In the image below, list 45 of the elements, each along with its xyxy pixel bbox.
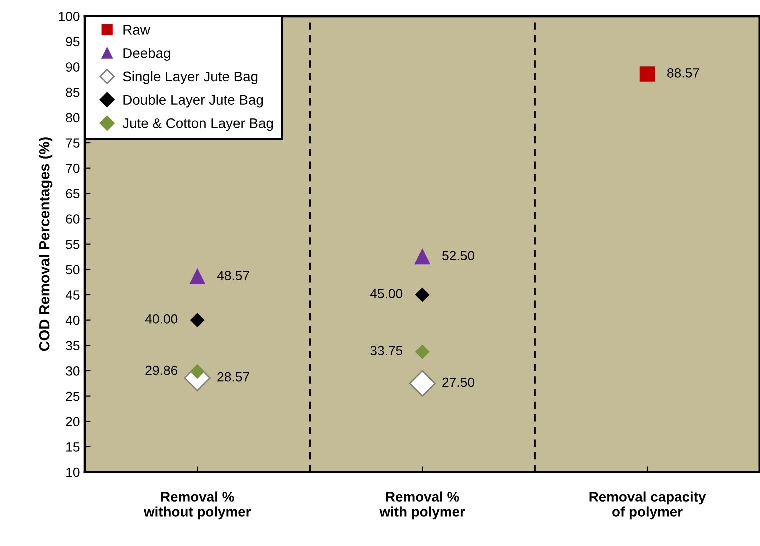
y-tick-label: 45 (66, 290, 80, 300)
x-tick-label: Removal % without polymer (144, 492, 252, 520)
y-tick-label: 95 (66, 37, 80, 47)
point (190, 313, 205, 328)
y-tick-label: 15 (66, 442, 80, 452)
point (190, 269, 206, 285)
y-tick-label: 75 (66, 138, 80, 148)
point (190, 364, 205, 379)
y-tick-label: 85 (66, 88, 80, 98)
point (409, 370, 436, 397)
y-tick-label: 60 (66, 214, 80, 224)
x-tick-label: Removal % with polymer (380, 492, 466, 520)
point (640, 66, 656, 82)
y-axis-title: COD Removal Percentages (%) (39, 138, 53, 352)
y-tick-label: 20 (66, 417, 80, 427)
data-label: 27.50 (442, 378, 475, 388)
data-label: 33.75 (370, 346, 403, 356)
y-tick-label: 100 (59, 12, 80, 22)
y-tick-label: 90 (66, 62, 80, 72)
data-label: 88.57 (668, 68, 700, 78)
legend-label: Single Layer Jute Bag (123, 71, 258, 84)
data-label: 52.50 (442, 251, 475, 261)
legend-label: Raw (124, 25, 150, 35)
y-tick-label: 40 (66, 316, 80, 326)
y-tick-label: 70 (66, 164, 80, 174)
point (416, 288, 430, 302)
y-tick-label: 10 (66, 468, 80, 478)
point (416, 345, 430, 359)
y-tick-label: 55 (66, 240, 80, 250)
x-tick-label: Removal capacity of polymer (590, 492, 706, 520)
data-label: 40.00 (145, 314, 178, 324)
data-label: 45.00 (370, 289, 403, 299)
data-label: 48.57 (217, 271, 250, 280)
legend-label: Double Layer Jute Bag (124, 94, 264, 108)
y-tick-label: 50 (66, 265, 80, 275)
data-label: 29.86 (146, 366, 178, 376)
point (414, 249, 430, 265)
legend-label: Deebag (124, 48, 170, 62)
y-tick-label: 25 (66, 392, 80, 402)
data-label: 28.57 (218, 372, 250, 382)
y-tick-label: 80 (66, 113, 80, 123)
legend-label: Jute & Cotton Layer Bag (122, 118, 274, 132)
y-tick-label: 65 (66, 189, 80, 199)
y-tick-label: 35 (66, 341, 80, 351)
y-tick-label: 30 (66, 366, 80, 376)
